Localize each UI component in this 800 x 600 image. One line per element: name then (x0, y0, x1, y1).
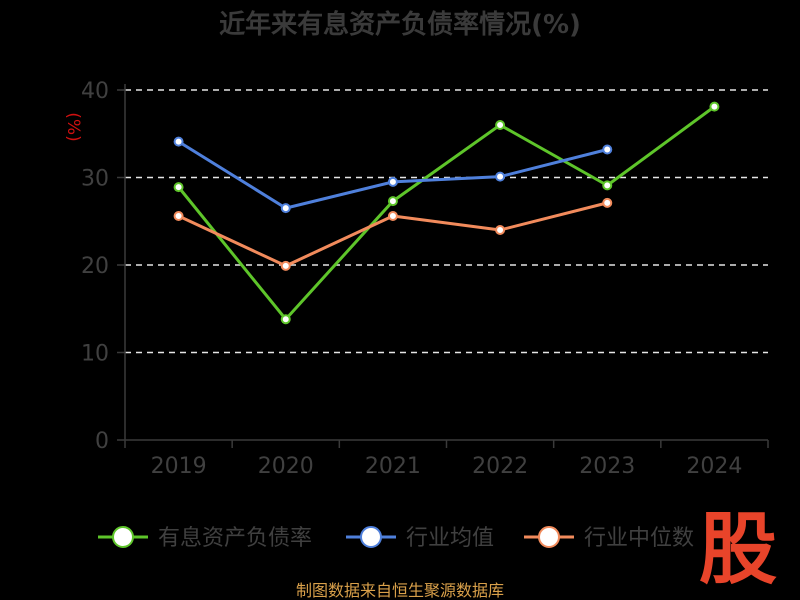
legend-label-2: 行业中位数 (584, 526, 694, 551)
data-point-2-2020 (280, 260, 291, 271)
legend-item-1: 行业均值 (346, 526, 494, 551)
data-point-2-2019 (173, 211, 184, 221)
data-point-2-2023 (602, 197, 613, 208)
data-point-0-2019 (173, 182, 184, 193)
legend-item-2: 行业中位数 (524, 526, 694, 551)
data-point-0-2022 (495, 120, 506, 130)
series-0 (173, 101, 720, 325)
legend-label-0: 有息资产负债率 (158, 526, 312, 551)
y-axis-label: (%) (63, 112, 83, 141)
data-point-1-2022 (495, 171, 506, 182)
x-tick-label-2021: 2021 (365, 454, 421, 479)
data-point-1-2020 (280, 203, 291, 214)
chart-title: 近年来有息资产负债率情况(%) (219, 9, 581, 40)
data-point-0-2023 (602, 180, 613, 191)
series-line-0 (177, 105, 716, 321)
series-2 (173, 197, 613, 271)
data-point-1-2019 (173, 136, 184, 147)
x-tick-label-2023: 2023 (579, 454, 635, 479)
x-tick-label-2024: 2024 (686, 454, 742, 479)
data-point-0-2024 (709, 101, 720, 112)
data-point-1-2023 (602, 144, 613, 155)
y-tick-label-0: 0 (95, 429, 109, 454)
y-tick-label-40: 40 (81, 79, 109, 104)
source-note: 制图数据来自恒生聚源数据库 (296, 581, 504, 600)
y-tick-label-20: 20 (81, 254, 109, 279)
x-tick-label-2020: 2020 (258, 454, 314, 479)
legend-marker-2 (538, 526, 560, 548)
data-point-1-2021 (387, 176, 398, 187)
data-point-2-2021 (387, 211, 398, 221)
watermark-logo: 股 (699, 505, 777, 595)
legend-label-1: 行业均值 (406, 526, 494, 551)
series-group (173, 101, 720, 325)
gridlines (125, 89, 768, 354)
legend-marker-0 (112, 526, 134, 548)
y-tick-label-10: 10 (81, 342, 109, 367)
data-point-2-2022 (495, 225, 506, 235)
y-tick-label-30: 30 (81, 167, 109, 192)
legend: 有息资产负债率 行业均值 行业中位数 (98, 526, 694, 551)
x-tick-label-2022: 2022 (472, 454, 528, 479)
data-point-0-2021 (387, 196, 398, 207)
x-tick-label-2019: 2019 (151, 454, 207, 479)
legend-item-0: 有息资产负债率 (98, 526, 312, 551)
data-point-0-2020 (280, 314, 291, 325)
legend-marker-1 (360, 526, 382, 548)
series-1 (173, 136, 613, 214)
axes: 0 10 20 30 40 2019 2020 2021 2022 2023 2024 (81, 79, 769, 479)
